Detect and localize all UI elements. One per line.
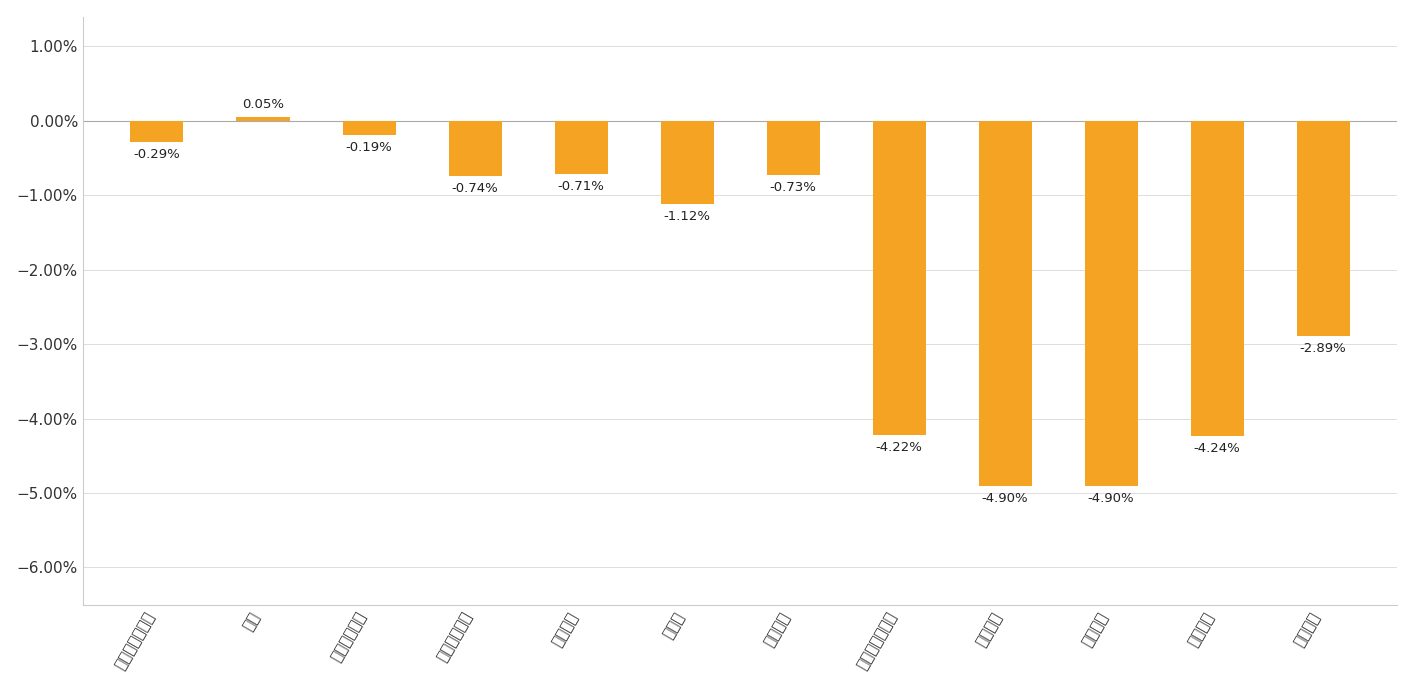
Text: -1.12%: -1.12% — [663, 210, 711, 223]
Text: -4.24%: -4.24% — [1193, 442, 1240, 455]
Text: -2.89%: -2.89% — [1299, 342, 1346, 355]
Bar — [342, 121, 396, 135]
Bar — [660, 121, 714, 204]
Text: 0.05%: 0.05% — [242, 99, 284, 111]
Text: -4.90%: -4.90% — [1087, 491, 1134, 504]
Bar — [236, 117, 290, 121]
Text: -0.19%: -0.19% — [345, 141, 393, 154]
Bar — [130, 121, 184, 143]
Text: -0.71%: -0.71% — [557, 180, 604, 193]
Text: -0.73%: -0.73% — [769, 181, 816, 194]
Bar — [766, 121, 820, 175]
Text: -0.74%: -0.74% — [451, 182, 498, 195]
Text: -0.29%: -0.29% — [133, 148, 181, 161]
Bar — [978, 121, 1032, 486]
Bar — [554, 121, 608, 174]
Text: -4.22%: -4.22% — [875, 441, 922, 454]
Bar — [1085, 121, 1138, 486]
Bar — [872, 121, 926, 435]
Bar — [448, 121, 502, 176]
Bar — [1297, 121, 1349, 336]
Bar — [1191, 121, 1244, 436]
Text: -4.90%: -4.90% — [981, 491, 1028, 504]
